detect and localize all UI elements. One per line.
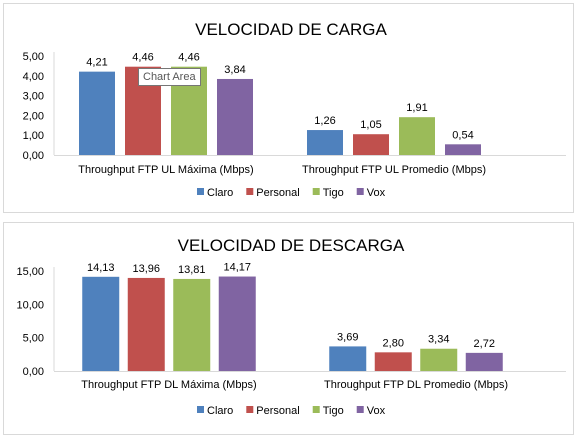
data-label: 4,46 — [132, 52, 153, 64]
data-label: 3,69 — [337, 331, 358, 343]
data-label: 13,81 — [178, 264, 206, 276]
y-tick-label: 5,00 — [23, 333, 44, 345]
data-label: 14,17 — [223, 262, 251, 274]
legend-entry-personal: Personal — [256, 405, 299, 417]
bar-personal-2 — [353, 134, 389, 155]
y-tick-label: 0,00 — [23, 366, 44, 378]
legend-swatch-vox — [356, 406, 364, 413]
bar-claro-1 — [82, 276, 120, 371]
legend-swatch-tigo — [312, 188, 320, 195]
y-tick-label: 15,00 — [16, 266, 44, 278]
legend-swatch-tigo — [312, 406, 320, 413]
y-tick-label: 5,00 — [23, 51, 44, 63]
legend-entry-tigo: Tigo — [323, 405, 344, 417]
bar-claro-2 — [307, 130, 343, 155]
bar-personal-2 — [374, 352, 412, 371]
bar-vox-2 — [445, 144, 481, 155]
bar-tigo-2 — [420, 348, 458, 371]
legend-swatch-vox — [356, 188, 364, 195]
bar-claro-2 — [329, 346, 367, 371]
data-label: 4,21 — [86, 57, 107, 69]
bar-vox-1 — [217, 78, 253, 155]
legend-entry-vox: Vox — [367, 187, 386, 199]
chart-title: VELOCIDAD DE CARGA — [195, 20, 387, 39]
data-label: 3,34 — [428, 334, 449, 346]
legend-swatch-personal — [246, 406, 254, 413]
bar-tigo-2 — [399, 117, 435, 155]
chart-title: VELOCIDAD DE DESCARGA — [178, 236, 405, 255]
data-label: 1,05 — [360, 119, 381, 131]
legend-swatch-personal — [246, 188, 254, 195]
bar-claro-1 — [79, 71, 115, 155]
y-tick-label: 0,00 — [23, 150, 44, 162]
legend-entry-personal: Personal — [256, 187, 299, 199]
y-tick-label: 10,00 — [16, 299, 44, 311]
legend-entry-vox: Vox — [367, 405, 386, 417]
data-label: 4,46 — [178, 52, 199, 64]
category-label: Throughput FTP DL Máxima (Mbps) — [81, 379, 256, 391]
bar-personal-1 — [127, 277, 165, 371]
category-label: Throughput FTP UL Máxima (Mbps) — [78, 164, 253, 176]
legend-swatch-claro — [197, 188, 204, 195]
category-label: Throughput FTP DL Promedio (Mbps) — [324, 379, 508, 391]
upload-chart-svg: VELOCIDAD DE CARGA 0,00 1,00 2,00 3,00 4,00 5,… — [23, 20, 566, 199]
data-label: 14,13 — [87, 262, 115, 274]
legend-entry-tigo: Tigo — [323, 187, 344, 199]
y-tick-label: 4,00 — [23, 71, 44, 83]
y-tick-label: 1,00 — [23, 130, 44, 142]
bar-tigo-1 — [173, 278, 211, 371]
category-label: Throughput FTP UL Promedio (Mbps) — [302, 164, 486, 176]
data-label: 1,26 — [314, 115, 335, 127]
upload-chart-area[interactable]: VELOCIDAD DE CARGA 0,00 1,00 2,00 3,00 4,00 5,… — [3, 3, 574, 213]
legend-swatch-claro — [197, 406, 204, 413]
chart-area-tooltip: Chart Area — [138, 68, 201, 86]
y-tick-label: 2,00 — [23, 110, 44, 122]
legend-entry-claro: Claro — [207, 405, 233, 417]
data-label: 3,84 — [224, 64, 245, 76]
download-chart-svg: VELOCIDAD DE DESCARGA 0,00 5,00 10,00 15,00 1… — [16, 236, 566, 417]
data-label: 13,96 — [132, 263, 160, 275]
bar-vox-2 — [465, 352, 503, 371]
y-tick-label: 3,00 — [23, 91, 44, 103]
data-label: 2,80 — [383, 337, 404, 349]
data-label: 0,54 — [452, 129, 473, 141]
data-label: 1,91 — [406, 102, 427, 114]
data-label: 2,72 — [474, 338, 495, 350]
legend-entry-claro: Claro — [207, 187, 233, 199]
download-chart-area[interactable]: VELOCIDAD DE DESCARGA 0,00 5,00 10,00 15,00 1… — [3, 222, 574, 435]
bar-vox-1 — [218, 276, 256, 371]
